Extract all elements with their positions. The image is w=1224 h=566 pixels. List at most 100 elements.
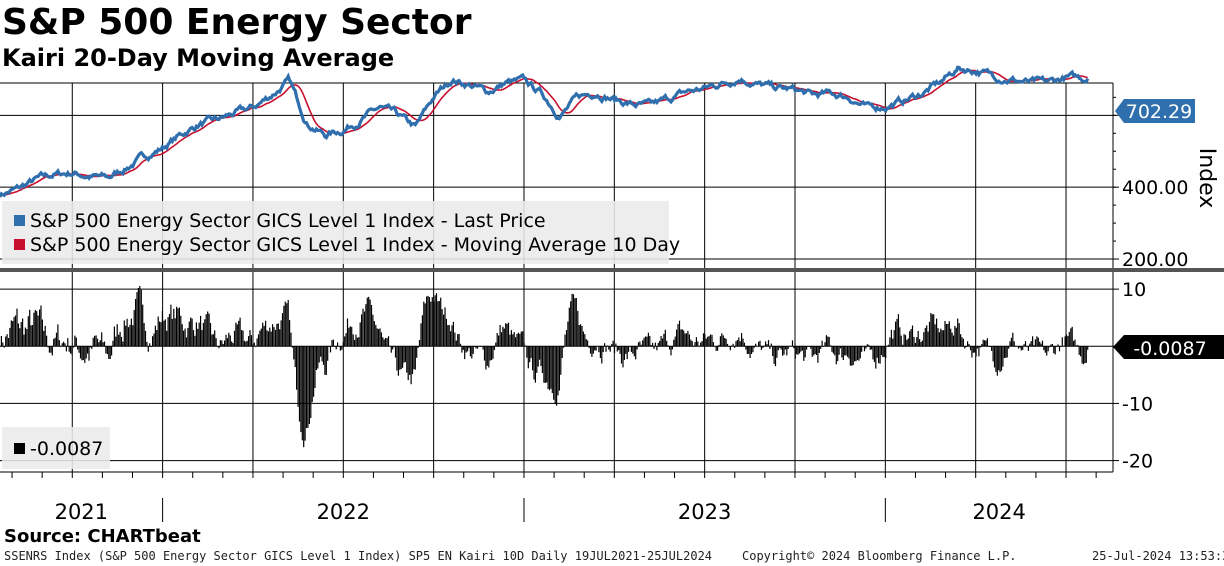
kairi-bar: [61, 343, 63, 347]
kairi-bar: [276, 323, 278, 347]
kairi-bar: [255, 346, 257, 347]
kairi-bar: [685, 333, 688, 347]
kairi-bar: [515, 337, 517, 347]
kairi-bar: [262, 322, 264, 347]
kairi-bar: [724, 338, 726, 347]
kairi-bar: [551, 346, 553, 394]
kairi-bar: [734, 346, 736, 348]
kairi-bar: [63, 341, 65, 347]
kairi-bar: [553, 346, 555, 400]
kairi-bar: [236, 324, 238, 347]
kairi-bar: [290, 332, 292, 347]
legend-swatch-price: [14, 215, 25, 226]
kairi-bar: [937, 328, 939, 347]
kairi-bar: [41, 319, 43, 347]
kairi-bar: [225, 334, 227, 347]
chart-title: S&P 500 Energy Sector: [2, 2, 472, 43]
kairi-bar: [17, 323, 19, 347]
kairi-bar: [1005, 346, 1007, 358]
kairi-bar: [322, 346, 325, 365]
kairi-bar: [320, 346, 322, 357]
kairi-bar: [530, 346, 532, 359]
kairi-bar: [23, 334, 25, 347]
kairi-bar: [656, 346, 658, 351]
kairi-bar: [383, 339, 385, 347]
kairi-bar: [639, 341, 641, 347]
kairi-bar: [142, 304, 144, 347]
kairi-bar: [402, 346, 404, 368]
kairi-bar: [753, 346, 755, 348]
kairi-bar: [893, 330, 895, 347]
kairi-bar: [845, 346, 847, 356]
kairi-bar: [876, 346, 878, 358]
kairi-bar: [609, 346, 611, 352]
kairi-bar: [12, 321, 14, 347]
kairi-bar: [259, 330, 261, 347]
kairi-bar: [835, 346, 837, 365]
kairi-bar: [344, 336, 346, 347]
kairi-bar: [1071, 326, 1073, 347]
panel-separator[interactable]: [0, 268, 1224, 272]
x-tick-label: 2024: [972, 500, 1025, 524]
kairi-bar: [681, 329, 683, 347]
kairi-bar: [961, 337, 963, 347]
kairi-bar: [981, 344, 983, 347]
kairi-bar: [163, 320, 165, 347]
kairi-bar: [509, 334, 511, 347]
kairi-bar: [358, 337, 360, 347]
kairi-bar: [498, 335, 500, 347]
kairi-bar: [183, 330, 185, 347]
legend-label-kairi: -0.0087: [30, 438, 104, 460]
kairi-bar: [147, 346, 149, 352]
kairi-bar: [1061, 337, 1063, 347]
kairi-bar: [550, 346, 552, 389]
kairi-bar: [184, 328, 186, 347]
kairi-bar: [707, 336, 709, 347]
kairi-bar: [742, 338, 744, 347]
legend-label-price: S&P 500 Energy Sector GICS Level 1 Index…: [30, 210, 546, 232]
kairi-bar: [362, 308, 364, 347]
kairi-bar: [204, 319, 206, 347]
kairi-bar: [126, 318, 128, 347]
kairi-bar: [664, 329, 666, 347]
kairi-bar: [91, 346, 93, 349]
kairi-bar: [993, 346, 996, 368]
kairi-bar: [144, 330, 147, 347]
kairi-bar: [106, 346, 108, 355]
kairi-bar: [767, 340, 770, 347]
kairi-bar: [478, 346, 480, 347]
kairi-bar: [26, 329, 28, 347]
kairi-bar: [328, 346, 330, 347]
kairi-bar: [1032, 336, 1034, 347]
kairi-bar: [643, 337, 645, 347]
kairi-bar: [927, 331, 929, 347]
kairi-bar: [936, 318, 938, 347]
kairi-bar: [708, 336, 710, 347]
price-legend: S&P 500 Energy Sector GICS Level 1 Index…: [2, 201, 680, 264]
kairi-bar: [618, 346, 620, 351]
legend-swatch-ma: [14, 239, 25, 250]
kairi-bar: [48, 346, 50, 353]
kairi-bar: [111, 346, 113, 356]
kairi-bar: [397, 346, 399, 376]
kairi-bar: [257, 334, 260, 347]
kairi-bar: [416, 346, 418, 358]
kairi-bar: [527, 346, 529, 369]
kairi-bar: [947, 323, 949, 347]
kairi-bar: [750, 346, 753, 354]
kairi-bar: [82, 346, 84, 361]
kairi-bar: [31, 325, 34, 347]
kairi-bar: [352, 334, 354, 347]
kairi-bar: [519, 333, 521, 347]
kairi-bar: [440, 297, 442, 347]
kairi-bar: [239, 317, 241, 347]
kairi-bar: [1047, 346, 1049, 352]
kairi-bar: [589, 346, 592, 354]
kairi-bar: [78, 346, 80, 353]
kairi-bar: [920, 342, 922, 347]
kairi-bar: [620, 346, 623, 364]
kairi-bar: [500, 332, 503, 347]
kairi-bar: [1034, 339, 1036, 347]
kairi-bar: [241, 330, 243, 347]
kairi-bar: [571, 293, 573, 347]
